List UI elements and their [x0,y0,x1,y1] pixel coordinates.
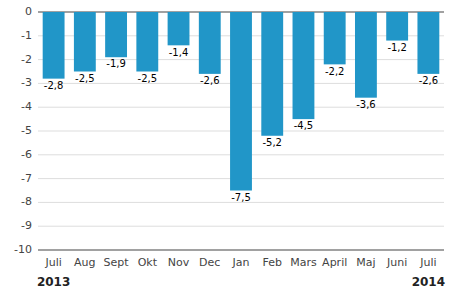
data-label: -1,2 [387,42,407,53]
data-label: -4,5 [294,120,314,131]
x-tick-label: Juni [386,256,407,269]
data-label: -7,5 [231,192,251,203]
x-tick-label: Maj [356,256,375,269]
x-tick-label: April [322,256,347,269]
chart-container: 0 -1 -2 -3 -4 -5 -6 -7 -8 -9 -10 -2,8 -2,5 -1,9 -2,5 -1… [0,0,454,302]
data-label: -2,2 [325,66,345,77]
data-label: -2,5 [75,73,95,84]
bar [230,12,252,191]
data-label: -2,6 [419,75,439,86]
bar [417,12,439,74]
bar [199,12,221,74]
y-tick-label: -4 [21,100,32,113]
bar [74,12,96,72]
x-tick-label: Mars [290,256,317,269]
y-tick-label: -1 [21,29,32,42]
data-label: -2,5 [138,73,158,84]
x-tick-label: Juli [419,256,436,269]
data-label: -5,2 [262,137,282,148]
data-label: -3,6 [356,99,376,110]
x-tick-label: Dec [199,256,220,269]
y-tick-label: 0 [25,5,32,18]
grid-line [38,250,444,251]
annotation: 2014 [412,275,445,289]
y-tick-label: -8 [21,195,32,208]
y-tick-label: -3 [21,76,32,89]
bar [386,12,408,41]
bar [105,12,127,57]
y-tick-label: -10 [14,243,32,256]
bar [261,12,283,136]
y-tick-label: -2 [21,53,32,66]
bar [355,12,377,98]
data-label: -2,8 [44,80,64,91]
bar [136,12,158,72]
bar [168,12,190,45]
x-tick-label: Juli [44,256,61,269]
y-tick-label: -9 [21,219,32,232]
grid-line [38,226,444,227]
bar [324,12,346,64]
x-tick-label: Jan [232,256,250,269]
annotation: 2013 [37,275,70,289]
chart-svg: 0 -1 -2 -3 -4 -5 -6 -7 -8 -9 -10 -2,8 -2,5 -1,9 -2,5 -1… [0,0,454,302]
grid [38,12,444,250]
x-tick-label: Aug [74,256,95,269]
data-label: -2,6 [200,75,220,86]
y-tick-label: -7 [21,172,32,185]
bar [293,12,315,119]
x-tick-label: Nov [168,256,190,269]
bar [43,12,65,79]
x-tick-label: Okt [138,256,158,269]
data-label: -1,9 [106,58,126,69]
data-label: -1,4 [169,47,189,58]
axis-line [38,250,444,251]
x-tick-label: Feb [262,256,281,269]
y-tick-label: -6 [21,148,32,161]
bars [43,12,440,191]
y-tick-label: -5 [21,124,32,137]
x-tick-label: Sept [104,256,130,269]
